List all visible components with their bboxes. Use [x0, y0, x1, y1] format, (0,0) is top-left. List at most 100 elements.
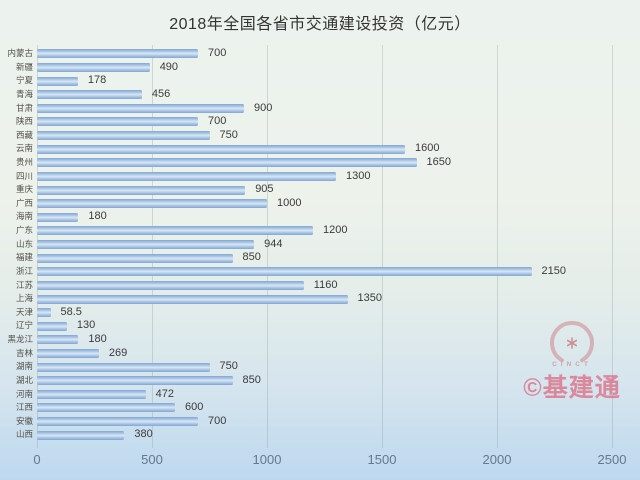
bar [37, 403, 175, 413]
value-label: 178 [87, 74, 107, 87]
category-label: 内蒙古 [7, 48, 33, 58]
value-label: 1200 [323, 224, 348, 237]
bar [37, 335, 79, 345]
value-label: 58.5 [60, 305, 82, 318]
bar [37, 117, 198, 127]
value-label: 750 [219, 360, 238, 373]
watermark-logo-text: CINCT [552, 361, 592, 368]
category-label: 吉林 [15, 347, 33, 358]
value-label: 130 [76, 319, 96, 332]
value-label: 490 [159, 60, 179, 73]
bar [37, 267, 532, 277]
value-label: 1000 [277, 196, 302, 209]
x-axis-tick-label: 1000 [252, 452, 282, 467]
value-label: 750 [219, 128, 238, 141]
bar [37, 49, 198, 59]
category-label: 广西 [15, 197, 33, 208]
category-label: 安徽 [15, 415, 33, 426]
category-label: 江苏 [15, 279, 33, 290]
category-label: 甘肃 [15, 102, 33, 113]
category-label: 福建 [15, 252, 33, 263]
bar [37, 144, 405, 154]
x-axis-tick-label: 0 [33, 452, 41, 467]
x-axis-tick-label: 2000 [482, 452, 512, 467]
category-label: 山东 [15, 238, 33, 249]
bar [37, 199, 267, 209]
category-label: 重庆 [15, 184, 33, 195]
gridline [267, 45, 268, 448]
bar [37, 226, 313, 236]
bar [37, 240, 255, 249]
value-label: 1600 [415, 142, 440, 155]
bar [37, 348, 99, 358]
value-label: 850 [242, 251, 261, 264]
category-label: 山西 [15, 429, 33, 440]
bar [37, 131, 210, 140]
value-label: 700 [208, 414, 227, 427]
bar [37, 212, 79, 222]
category-label: 贵州 [15, 157, 33, 167]
category-label: 湖北 [15, 374, 33, 385]
value-label: 456 [151, 87, 171, 100]
watermark-credit: ©基建通 [523, 374, 621, 402]
value-label: 1650 [426, 156, 451, 168]
value-label: 1160 [313, 278, 338, 291]
category-label: 广东 [15, 225, 33, 236]
category-label: 宁夏 [15, 75, 33, 86]
category-label: 上海 [15, 293, 33, 304]
value-label: 600 [185, 401, 204, 414]
value-label: 700 [208, 47, 227, 59]
category-label: 湖南 [15, 361, 33, 372]
value-label: 269 [108, 346, 128, 359]
value-label: 944 [264, 237, 283, 250]
x-axis-tick-label: 1500 [367, 452, 397, 467]
bar [37, 321, 67, 331]
category-label: 黑龙江 [7, 334, 33, 344]
value-label: 900 [254, 101, 273, 114]
bar [37, 430, 125, 440]
category-label: 江西 [15, 402, 33, 413]
watermark-logo-icon [550, 321, 594, 363]
x-axis-tick-label: 500 [141, 452, 163, 467]
category-label: 河南 [15, 388, 33, 399]
bar [37, 280, 304, 290]
category-label: 海南 [15, 211, 33, 222]
value-label: 1300 [346, 169, 371, 182]
bar [37, 62, 150, 72]
category-label: 西藏 [15, 129, 33, 140]
value-label: 472 [155, 387, 174, 400]
gridline [497, 45, 498, 448]
bar [37, 171, 336, 181]
bar [37, 376, 233, 386]
chart-title: 2018年全国各省市交通建设投资（亿元） [169, 16, 471, 33]
bar [37, 103, 244, 113]
bar [37, 158, 417, 168]
bar [37, 294, 348, 304]
category-label: 辽宁 [15, 320, 33, 331]
bar [37, 253, 233, 263]
bar [37, 76, 78, 86]
watermark: CINCT ©基建通 [517, 317, 627, 403]
bar [37, 362, 210, 372]
value-label: 850 [242, 373, 261, 386]
gridline [382, 45, 383, 448]
x-axis-tick-label: 2500 [597, 452, 627, 467]
category-label: 云南 [15, 143, 33, 154]
category-label: 浙江 [15, 265, 33, 276]
value-label: 700 [208, 115, 227, 128]
category-label: 新疆 [15, 61, 33, 72]
bar [37, 185, 246, 195]
category-label: 四川 [15, 170, 33, 181]
bar [37, 90, 142, 100]
bar [37, 417, 198, 426]
value-label: 1350 [357, 292, 382, 305]
value-label: 905 [255, 183, 274, 196]
value-label: 180 [88, 333, 107, 345]
bar [37, 389, 146, 399]
bar [37, 308, 51, 318]
value-label: 2150 [541, 264, 566, 277]
gridline [612, 45, 613, 448]
category-label: 陕西 [15, 116, 33, 127]
category-label: 青海 [15, 88, 33, 99]
